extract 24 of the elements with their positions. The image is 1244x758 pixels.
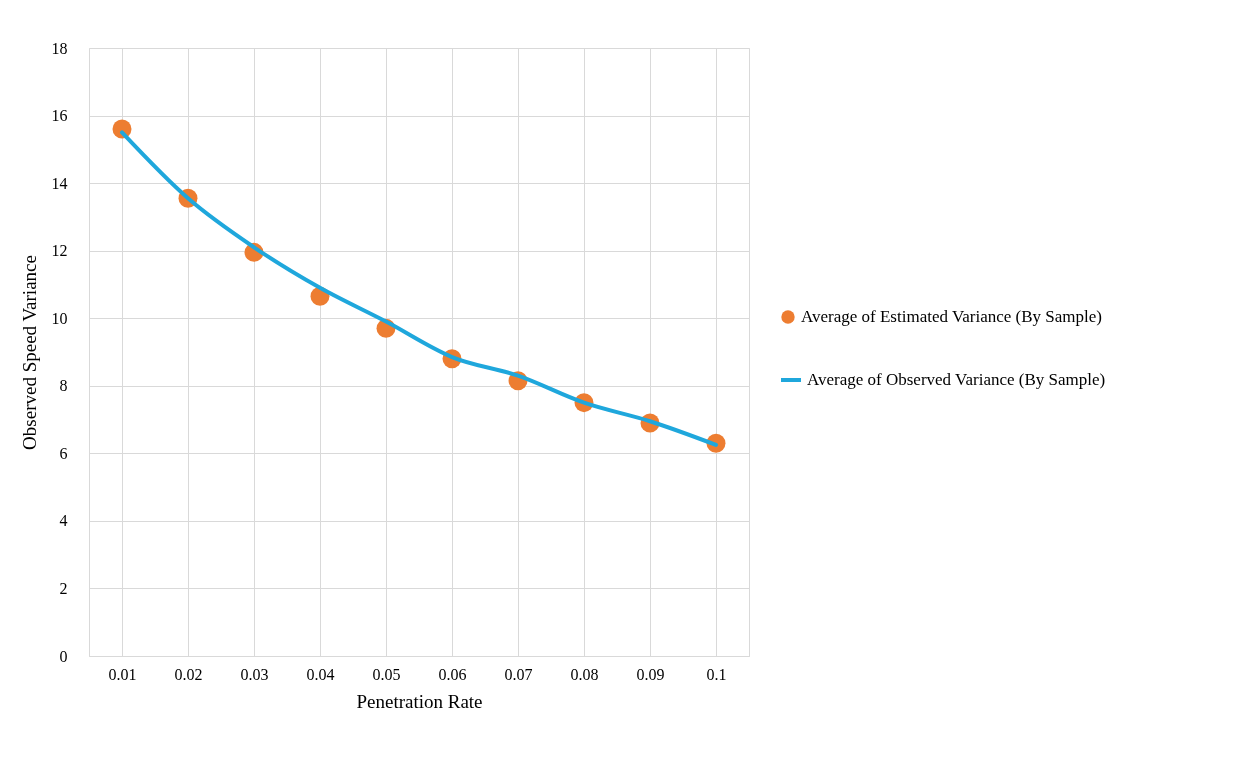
x-tick-label: 0.03 (240, 665, 269, 683)
x-tick-label: 0.09 (636, 665, 665, 683)
legend-label: Average of Observed Variance (By Sample) (807, 370, 1106, 389)
x-tick-label: 0.06 (438, 665, 467, 683)
y-tick-label: 4 (59, 512, 68, 530)
y-tick-label: 8 (59, 377, 68, 395)
y-tick-label: 16 (51, 107, 68, 125)
x-tick-label: 0.08 (570, 665, 599, 683)
y-axis-title: Observed Speed Variance (18, 255, 40, 450)
y-tick-label: 18 (51, 39, 68, 57)
x-tick-label: 0.05 (372, 665, 401, 683)
x-tick-label: 0.04 (306, 665, 335, 683)
x-tick-label: 0.02 (174, 665, 203, 683)
y-tick-label: 6 (59, 444, 68, 462)
legend-label: Average of Estimated Variance (By Sample) (801, 307, 1103, 326)
y-tick-label: 12 (51, 242, 68, 260)
y-tick-label: 2 (59, 579, 68, 597)
x-tick-label: 0.07 (504, 665, 533, 683)
x-axis-title: Penetration Rate (356, 690, 483, 712)
x-tick-label: 0.1 (706, 665, 727, 683)
y-tick-label: 0 (59, 647, 68, 665)
x-tick-label: 0.01 (108, 665, 137, 683)
y-tick-label: 10 (51, 309, 68, 327)
y-tick-label: 14 (51, 174, 68, 192)
